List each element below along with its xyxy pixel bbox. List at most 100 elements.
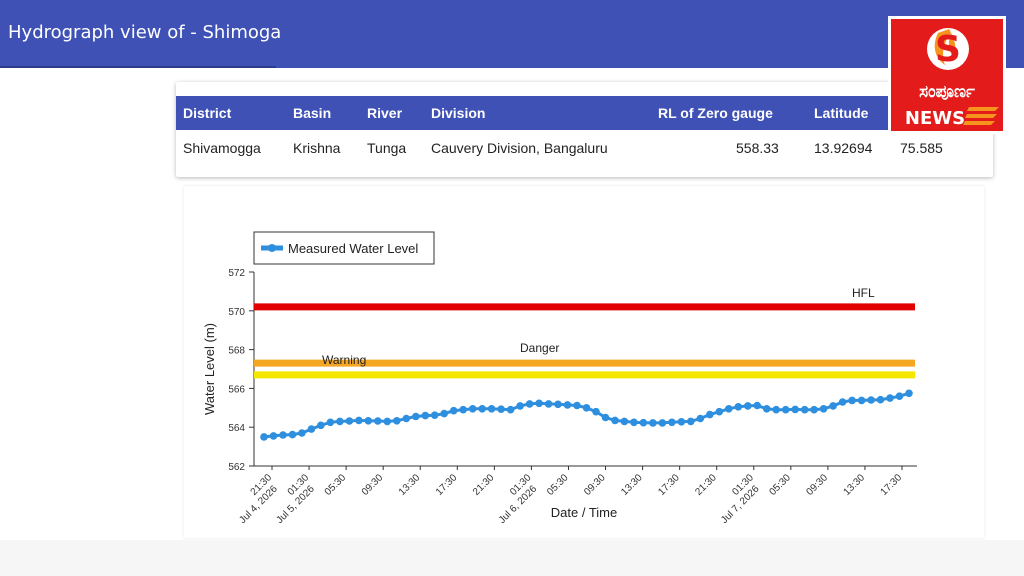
cell-longitude: 75.585 bbox=[900, 140, 943, 156]
y-tick-label: 566 bbox=[228, 384, 245, 395]
x-tick-label: 13:30 bbox=[397, 472, 423, 498]
data-point bbox=[525, 400, 534, 408]
data-point bbox=[668, 418, 676, 427]
data-point bbox=[744, 402, 752, 410]
data-point bbox=[601, 413, 610, 422]
series-line-measured-water-level bbox=[263, 391, 910, 439]
data-point bbox=[459, 405, 468, 414]
data-point bbox=[364, 417, 373, 425]
legend-series-label: Measured Water Level bbox=[288, 241, 418, 256]
x-tick-label: 05:30 bbox=[767, 472, 793, 498]
x-tick-label: 09:30 bbox=[360, 472, 386, 498]
hydrograph-chart: 562564566568570572HFLDangerWarning21:30J… bbox=[202, 231, 917, 526]
x-tick-label: 17:30 bbox=[656, 472, 682, 498]
data-point bbox=[573, 401, 581, 410]
cell-basin: Krishna bbox=[293, 140, 341, 156]
data-point bbox=[317, 421, 325, 430]
data-point bbox=[848, 396, 856, 405]
data-point bbox=[810, 405, 818, 414]
x-axis-title: Date / Time bbox=[551, 505, 617, 520]
data-point bbox=[288, 430, 297, 439]
data-point bbox=[298, 429, 306, 437]
header-rl-zero-gauge: RL of Zero gauge bbox=[658, 105, 773, 121]
data-point bbox=[838, 398, 847, 406]
x-tick-label: 21:30 bbox=[471, 472, 497, 498]
x-tick-label: 05:30 bbox=[545, 472, 571, 498]
news-logo: S ಸಂಪೂರ್ಣ NEWS bbox=[888, 16, 1006, 134]
data-point bbox=[497, 405, 505, 413]
data-point bbox=[412, 412, 420, 421]
data-point bbox=[279, 431, 287, 439]
data-point bbox=[544, 400, 553, 408]
legend-series-marker bbox=[268, 244, 276, 252]
data-point bbox=[781, 405, 790, 414]
data-point bbox=[383, 417, 392, 426]
x-tick-label: 13:30 bbox=[619, 472, 645, 498]
x-tick-label: 13:30 bbox=[842, 472, 868, 498]
data-point bbox=[336, 417, 344, 426]
data-point bbox=[516, 402, 524, 410]
header-basin: Basin bbox=[293, 105, 332, 121]
data-point bbox=[886, 394, 894, 402]
data-point bbox=[867, 396, 875, 404]
data-point bbox=[772, 405, 780, 414]
data-point bbox=[876, 395, 885, 404]
cell-river: Tunga bbox=[367, 140, 407, 156]
data-point bbox=[535, 399, 543, 408]
hydrograph-panel: 562 564 566 568 570 572 HFL Danger Warning 21:30J… bbox=[184, 186, 984, 538]
logo-letter: S bbox=[935, 29, 961, 70]
y-tick-label: 562 bbox=[228, 462, 245, 473]
data-point bbox=[687, 417, 695, 426]
data-point bbox=[677, 418, 686, 426]
data-point bbox=[658, 419, 667, 427]
x-tick-label: 09:30 bbox=[805, 472, 831, 498]
data-point bbox=[762, 405, 771, 413]
data-point bbox=[374, 417, 382, 425]
data-point bbox=[753, 401, 761, 410]
data-point bbox=[649, 419, 657, 427]
data-point bbox=[440, 409, 449, 418]
page-title: Hydrograph view of - Shimoga bbox=[8, 22, 282, 43]
data-point bbox=[791, 405, 799, 414]
legend-box bbox=[253, 231, 435, 265]
y-tick-label: 564 bbox=[228, 423, 245, 434]
data-point bbox=[715, 407, 724, 416]
data-point bbox=[819, 405, 828, 413]
data-point bbox=[895, 392, 904, 400]
data-point bbox=[468, 405, 477, 413]
cell-division: Cauvery Division, Bangaluru bbox=[431, 140, 608, 156]
x-tick-label: 05:30 bbox=[323, 472, 349, 498]
data-point bbox=[326, 418, 335, 427]
data-point bbox=[430, 411, 439, 419]
data-point bbox=[829, 402, 837, 410]
logo-news-text: NEWS bbox=[905, 108, 965, 129]
reference-label-danger: Danger bbox=[520, 341, 559, 355]
data-point bbox=[725, 405, 733, 413]
data-point bbox=[630, 418, 638, 427]
data-point bbox=[696, 414, 705, 423]
header-district: District bbox=[183, 105, 232, 121]
y-tick-label: 570 bbox=[228, 307, 245, 318]
cell-rl-zero-gauge: 558.33 bbox=[736, 140, 779, 156]
data-point bbox=[487, 405, 496, 413]
header-division: Division bbox=[431, 105, 486, 121]
y-tick-label: 572 bbox=[228, 268, 245, 279]
reference-label-warning: Warning bbox=[322, 353, 366, 367]
app-header: Hydrograph view of - Shimoga bbox=[0, 0, 1024, 68]
y-tick-label: 568 bbox=[228, 346, 245, 357]
cell-latitude: 13.92694 bbox=[814, 140, 873, 156]
data-point bbox=[506, 405, 515, 414]
data-point bbox=[611, 416, 619, 425]
station-info-card: District Basin River Division RL of Zero… bbox=[176, 82, 993, 177]
x-tick-label: 09:30 bbox=[582, 472, 608, 498]
data-point bbox=[554, 400, 562, 409]
data-point bbox=[734, 403, 743, 411]
header-latitude: Latitude bbox=[814, 105, 869, 121]
header-river: River bbox=[367, 105, 403, 121]
data-point bbox=[563, 401, 572, 409]
cell-district: Shivamogga bbox=[183, 140, 261, 156]
x-tick-label: 17:30 bbox=[434, 472, 460, 498]
x-tick-label: 21:30 bbox=[693, 472, 719, 498]
logo-swoosh bbox=[963, 107, 999, 125]
x-tick-label: 17:30 bbox=[879, 472, 905, 498]
